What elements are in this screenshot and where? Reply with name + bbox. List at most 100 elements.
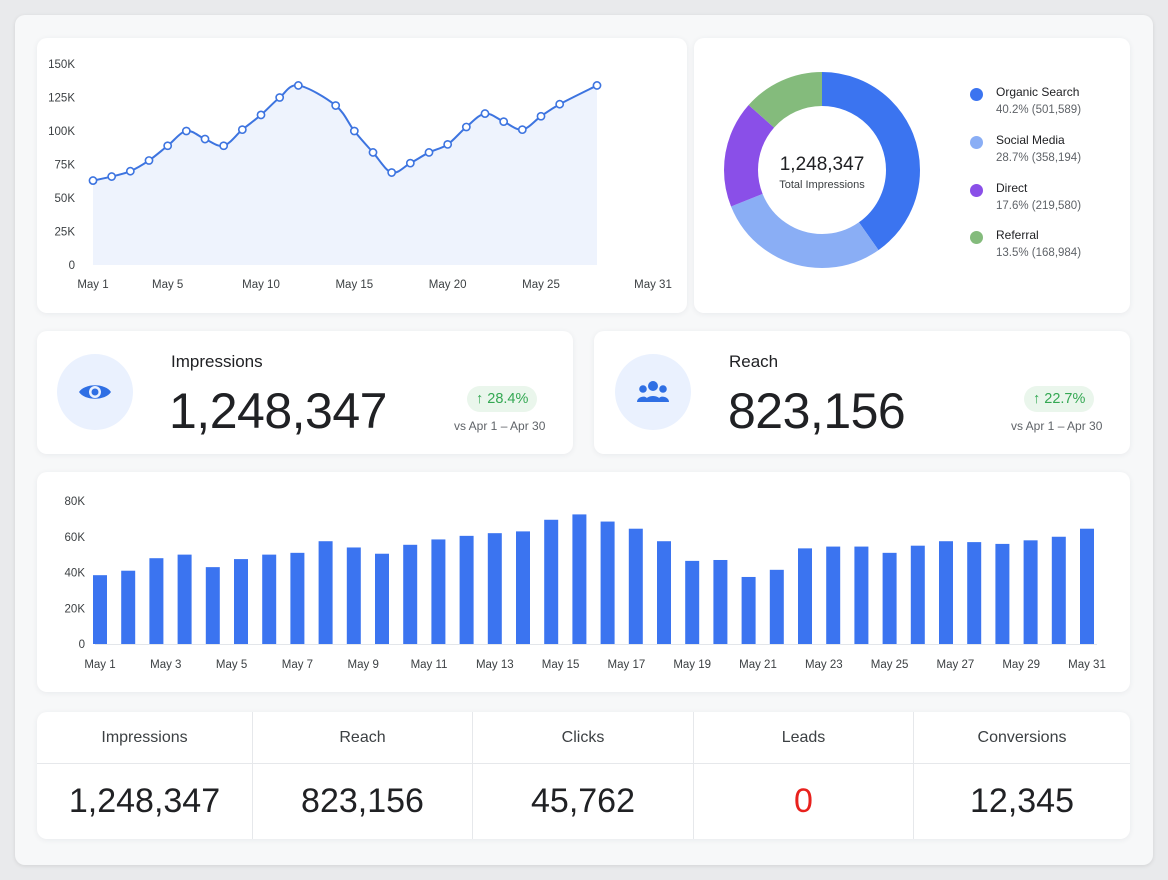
x-tick-label: May 23 <box>805 659 843 671</box>
bar <box>149 558 164 644</box>
summary-value: 0 <box>794 782 813 820</box>
legend-dot <box>970 88 983 101</box>
bar <box>544 519 559 644</box>
summary-header: Reach <box>253 712 472 764</box>
bar <box>459 535 474 644</box>
summary-header: Impressions <box>37 712 252 764</box>
bar <box>93 575 107 644</box>
x-tick-label: May 27 <box>937 659 975 671</box>
donut-center-value: 1,248,347 <box>780 154 865 175</box>
summary-col-conversions: Conversions 12,345 <box>914 712 1130 839</box>
data-point <box>181 126 191 136</box>
bar <box>1080 528 1094 644</box>
data-point <box>424 148 434 157</box>
bar <box>826 546 841 644</box>
data-point <box>536 111 546 121</box>
data-point <box>592 81 602 90</box>
data-point <box>387 168 397 177</box>
y-tick-label: 20K <box>65 603 86 615</box>
x-tick-label: May 11 <box>411 659 448 671</box>
legend-value: 13.5% (168,984) <box>996 247 1082 259</box>
kpi-compare-period: vs Apr 1 – Apr 30 <box>454 419 546 433</box>
y-tick-label: 100K <box>48 126 75 138</box>
x-tick-label: May 25 <box>522 279 560 291</box>
summary-header: Leads <box>694 712 913 764</box>
traffic-sources-donut: 1,248,347 Total Impressions <box>724 72 920 268</box>
legend-value: 17.6% (219,580) <box>996 200 1082 212</box>
reach-icon-badge <box>615 354 691 430</box>
kpi-value: 823,156 <box>728 383 906 439</box>
data-point <box>144 156 154 165</box>
bar <box>177 554 192 644</box>
data-point <box>219 141 229 151</box>
x-tick-label: May 21 <box>739 659 777 671</box>
bar <box>290 552 305 644</box>
kpi-change-value: 22.7% <box>1044 391 1086 407</box>
data-point <box>293 81 303 90</box>
x-tick-label: May 20 <box>429 279 467 291</box>
legend-dot <box>970 184 983 197</box>
data-point <box>256 110 266 120</box>
data-point <box>405 158 415 168</box>
kpi-title: Reach <box>729 352 779 371</box>
summary-value: 1,248,347 <box>68 782 221 820</box>
bar <box>798 548 812 644</box>
data-point <box>88 176 98 185</box>
x-tick-label: May 3 <box>150 659 181 671</box>
users-icon <box>637 381 669 402</box>
x-tick-label: May 25 <box>871 659 909 671</box>
legend-value: 28.7% (358,194) <box>996 152 1082 164</box>
y-tick-label: 25K <box>55 227 76 239</box>
kpi-change-value: 28.4% <box>487 391 529 407</box>
summary-value: 45,762 <box>531 782 635 820</box>
x-tick-label: May 15 <box>542 659 580 671</box>
data-point <box>461 122 471 132</box>
data-point <box>349 126 359 136</box>
bar <box>1023 540 1038 644</box>
impressions-kpi-card: Impressions 1,248,347 ↑ 28.4% vs Apr 1 –… <box>37 331 573 454</box>
legend-name: Organic Search <box>996 85 1080 99</box>
kpi-change-badge: ↑ 22.7% <box>1024 386 1095 412</box>
impressions-icon-badge <box>57 354 133 430</box>
data-point <box>368 148 378 157</box>
summary-value: 12,345 <box>970 782 1074 820</box>
x-tick-label: May 10 <box>242 279 280 291</box>
data-point <box>275 93 285 102</box>
data-point <box>125 166 135 176</box>
x-tick-label: May 15 <box>335 279 373 291</box>
bar <box>121 570 136 644</box>
bar <box>403 544 418 644</box>
data-point <box>443 140 453 149</box>
bar <box>431 539 446 644</box>
summary-table: Impressions 1,248,347 Reach 823,156 Clic… <box>37 712 1130 839</box>
bar <box>516 531 530 644</box>
bar <box>769 569 784 644</box>
data-point <box>200 134 210 144</box>
daily-reach-bar-chart: 0 20K 40K 60K 80K May 1 May 3 May 5 May 7 May 9 Ma… <box>65 496 1106 671</box>
y-tick-label: 150K <box>48 59 75 71</box>
data-point <box>499 117 509 127</box>
bar <box>939 541 953 644</box>
data-point <box>555 99 565 109</box>
data-point <box>163 141 173 151</box>
bar <box>967 542 982 644</box>
data-point <box>331 101 341 110</box>
bar <box>1051 536 1066 644</box>
donut-slice <box>724 72 920 268</box>
area-fill <box>93 85 597 266</box>
legend-dot <box>970 231 983 244</box>
donut-center-label: Total Impressions <box>779 179 865 191</box>
summary-col-leads: Leads 0 <box>694 712 914 839</box>
eye-icon <box>79 385 111 399</box>
bar <box>854 546 869 644</box>
x-tick-label: May 31 <box>1068 659 1106 671</box>
kpi-value: 1,248,347 <box>169 383 387 439</box>
bar <box>741 576 756 644</box>
kpi-change-badge: ↑ 28.4% <box>467 386 538 412</box>
donut-slice <box>724 72 920 268</box>
y-tick-label: 80K <box>65 496 86 508</box>
y-tick-label: 75K <box>55 160 76 172</box>
data-point <box>480 109 490 118</box>
x-tick-label: May 1 <box>84 659 115 671</box>
legend-name: Social Media <box>996 133 1065 147</box>
